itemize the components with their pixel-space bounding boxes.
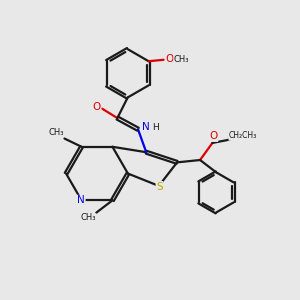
Text: CH₂CH₃: CH₂CH₃ [229,131,257,140]
Text: H: H [152,123,158,132]
Text: N: N [77,195,85,205]
Text: CH₃: CH₃ [174,55,189,64]
Text: S: S [156,182,163,191]
Text: O: O [93,102,101,112]
Text: CH₃: CH₃ [49,128,64,136]
Text: O: O [165,55,173,64]
Text: N: N [142,122,150,133]
Text: O: O [209,131,218,142]
Text: CH₃: CH₃ [80,214,96,223]
